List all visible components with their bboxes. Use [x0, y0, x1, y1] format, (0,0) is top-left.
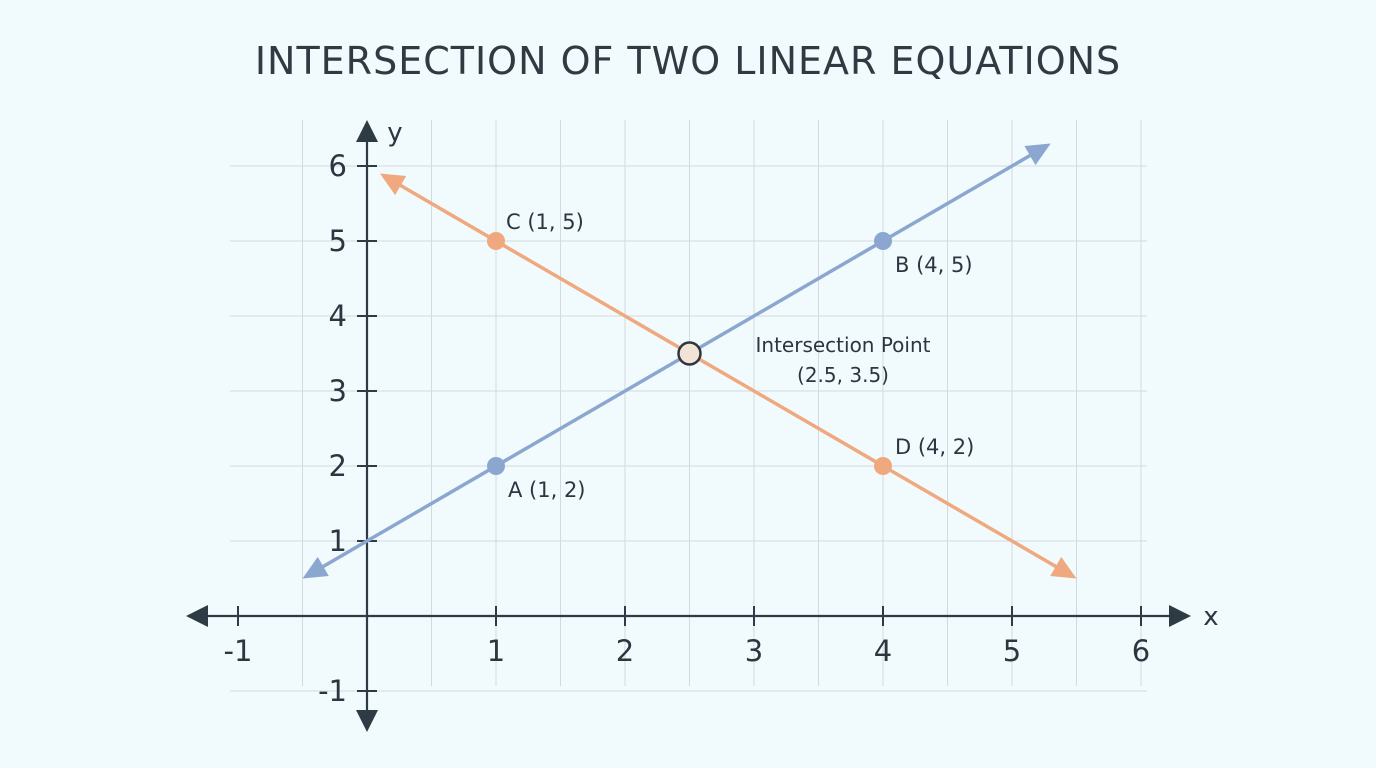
intersection-label-coords: (2.5, 3.5): [797, 363, 889, 387]
point-label: B (4, 5): [895, 253, 973, 277]
y-tick-label: 4: [329, 299, 347, 333]
x-axis-arrow-left: [186, 605, 208, 627]
y-tick-label: -1: [318, 674, 347, 708]
line_cd-line: [391, 179, 1065, 573]
line_ab-arrow-start: [302, 556, 329, 579]
grid: [230, 120, 1147, 692]
x-tick-label: 4: [874, 634, 892, 668]
y-axis-arrow-up: [356, 120, 378, 142]
chart-title: INTERSECTION OF TWO LINEAR EQUATIONS: [255, 39, 1121, 83]
x-axis-arrow-right: [1169, 605, 1191, 627]
x-tick-label: 1: [487, 634, 505, 668]
y-tick-label: 2: [329, 449, 347, 483]
data-point: [874, 457, 892, 475]
point-labels: A (1, 2) B (4, 5) C (1, 5) D (4, 2) Intersec…: [506, 210, 974, 502]
point-label: A (1, 2): [508, 478, 586, 502]
data-point: [874, 232, 892, 250]
line_cd-arrow-start: [379, 173, 407, 196]
series-lines: [302, 143, 1077, 579]
y-tick-label: 3: [329, 374, 347, 408]
point-label: D (4, 2): [895, 435, 974, 459]
y-axis-arrow-down: [356, 710, 378, 732]
intersection-label-title: Intersection Point: [756, 333, 931, 357]
x-tick-label: -1: [224, 634, 253, 668]
x-tick-label: 5: [1003, 634, 1021, 668]
y-tick-label: 5: [329, 224, 347, 258]
x-axis-label: x: [1203, 602, 1218, 632]
line_cd-arrow-end: [1050, 556, 1077, 579]
x-tick-label: 3: [745, 634, 763, 668]
data-point: [487, 457, 505, 475]
y-axis-label: y: [387, 118, 402, 148]
data-point: [487, 232, 505, 250]
y-tick-label: 1: [329, 524, 347, 558]
y-tick-label: 6: [329, 149, 347, 183]
point-label: C (1, 5): [506, 210, 584, 234]
x-tick-label: 6: [1132, 634, 1150, 668]
axes: [186, 120, 1191, 732]
line_ab-line: [314, 149, 1039, 573]
intersection-point: [677, 341, 702, 366]
tick-labels: x y -1 1 2 3 4 5 6 -1 1 2 3 4 5 6: [224, 118, 1219, 708]
data-points: [487, 232, 892, 475]
line_ab-arrow-end: [1024, 143, 1051, 166]
x-tick-label: 2: [616, 634, 634, 668]
